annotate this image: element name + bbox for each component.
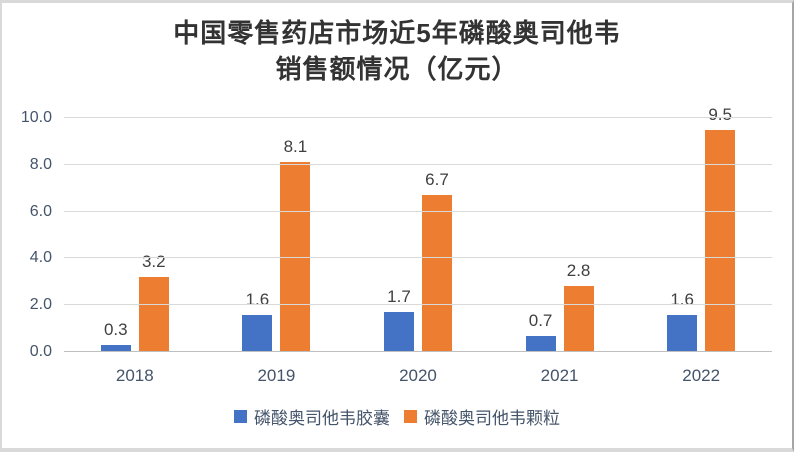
x-axis-label-2022: 2022	[682, 366, 721, 385]
bar-granule-2020: 6.7	[421, 170, 452, 352]
data-label-capsule-2021: 0.7	[528, 310, 553, 330]
x-axis-label-2021: 2021	[540, 366, 579, 385]
data-label-capsule-2020: 1.7	[387, 287, 411, 307]
bar-capsule-2021: 0.7	[525, 311, 556, 352]
legend-swatch-capsule	[234, 410, 247, 423]
bar-granule-2022: 9.5	[705, 105, 736, 352]
data-label-granule-2018: 3.2	[141, 252, 166, 272]
bar-capsule-2018: 0.3	[100, 320, 131, 352]
x-axis-label-2020: 2020	[399, 366, 437, 385]
chart-title: 中国零售药店市场近5年磷酸奥司他韦 销售额情况（亿元）	[2, 15, 792, 88]
gridline	[64, 163, 772, 165]
y-tick-label: 2.0	[29, 296, 52, 314]
x-axis-label-2018: 2018	[115, 366, 154, 385]
gridline	[64, 304, 772, 306]
legend-item-granule: 磷酸奥司他韦颗粒	[404, 404, 560, 429]
bar-granule-2019: 8.1	[280, 137, 311, 352]
y-tick-label: 4.0	[29, 249, 52, 267]
legend-item-capsule: 磷酸奥司他韦胶囊	[234, 404, 390, 429]
bar-group-2020: 1.7 6.7 2020	[347, 118, 489, 385]
bar-groups: 0.3 3.2 2018 1.6 8.1 2019 1.7 6.7 2020 0.7 2.8 2021…	[64, 105, 772, 385]
data-label-granule-2019: 8.1	[283, 137, 308, 157]
bar-granule-2021: 2.8	[563, 261, 594, 352]
gridline	[64, 257, 772, 259]
x-axis-label-2019: 2019	[257, 366, 296, 385]
x-axis-line	[64, 351, 772, 352]
legend-label-capsule: 磷酸奥司他韦胶囊	[254, 409, 390, 428]
chart-title-line-1: 中国零售药店市场近5年磷酸奥司他韦	[173, 18, 621, 48]
data-label-granule-2020: 6.7	[425, 170, 449, 190]
bar-group-2018: 0.3 3.2 2018	[64, 118, 206, 385]
y-tick-label: 10.0	[20, 109, 52, 126]
legend: 磷酸奥司他韦胶囊 磷酸奥司他韦颗粒	[2, 404, 792, 429]
data-label-capsule-2019: 1.6	[245, 289, 270, 309]
bar-group-2022: 1.6 9.5 2022	[630, 105, 772, 385]
bar-group-2019: 1.6 8.1 2019	[206, 118, 348, 385]
y-tick-label: 6.0	[29, 202, 52, 220]
gridline	[64, 117, 772, 118]
data-label-capsule-2022: 1.6	[670, 289, 694, 309]
bar-capsule-2019: 1.6	[242, 290, 273, 352]
y-tick-label: 8.0	[29, 155, 52, 173]
chart-title-line-2: 销售额情况（亿元）	[275, 54, 519, 85]
y-tick-label: 0.0	[29, 343, 52, 360]
bar-capsule-2022: 1.6	[667, 290, 698, 352]
legend-label-granule: 磷酸奥司他韦颗粒	[424, 409, 560, 428]
bar-capsule-2020: 1.7	[383, 287, 414, 352]
data-label-capsule-2018: 0.3	[103, 319, 128, 339]
bar-granule-2018: 3.2	[138, 252, 169, 352]
data-label-granule-2021: 2.8	[566, 261, 591, 281]
bar-group-2021: 0.7 2.8 2021	[489, 118, 631, 385]
plot-area: 0.3 3.2 2018 1.6 8.1 2019 1.7 6.7 2020 0.7 2.8 2021…	[64, 105, 772, 385]
legend-swatch-granule	[404, 410, 417, 423]
gridline	[64, 210, 772, 212]
data-label-granule-2022: 9.5	[708, 104, 732, 124]
